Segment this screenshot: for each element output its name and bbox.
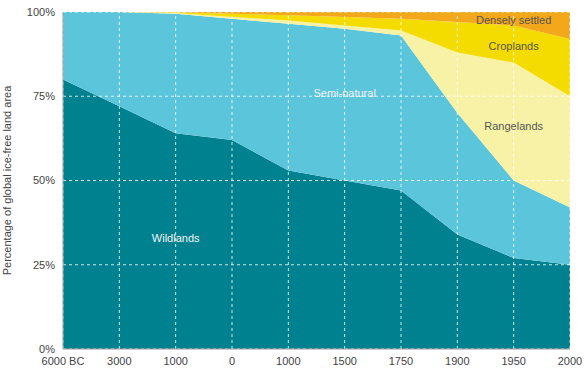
svg-text:Wildlands: Wildlands xyxy=(152,232,200,244)
svg-text:1900: 1900 xyxy=(445,355,469,367)
svg-text:Densely settled: Densely settled xyxy=(476,14,551,26)
svg-text:1950: 1950 xyxy=(501,355,525,367)
svg-text:Percentage of global ice-free: Percentage of global ice-free land area xyxy=(8,85,13,275)
svg-text:100%: 100% xyxy=(27,6,55,18)
svg-text:6000 BC: 6000 BC xyxy=(42,355,85,367)
svg-text:1000: 1000 xyxy=(163,355,187,367)
svg-text:1750: 1750 xyxy=(389,355,413,367)
svg-text:Semi-natural: Semi-natural xyxy=(313,87,375,99)
svg-text:1000: 1000 xyxy=(276,355,300,367)
svg-text:0%: 0% xyxy=(39,343,55,355)
svg-text:25%: 25% xyxy=(33,259,55,271)
svg-text:1500: 1500 xyxy=(332,355,356,367)
svg-text:Croplands: Croplands xyxy=(489,40,540,52)
svg-text:3000: 3000 xyxy=(107,355,131,367)
svg-text:50%: 50% xyxy=(33,174,55,186)
svg-text:0: 0 xyxy=(229,355,235,367)
svg-text:2000: 2000 xyxy=(558,355,580,367)
svg-text:75%: 75% xyxy=(33,90,55,102)
svg-text:Rangelands: Rangelands xyxy=(484,120,543,132)
